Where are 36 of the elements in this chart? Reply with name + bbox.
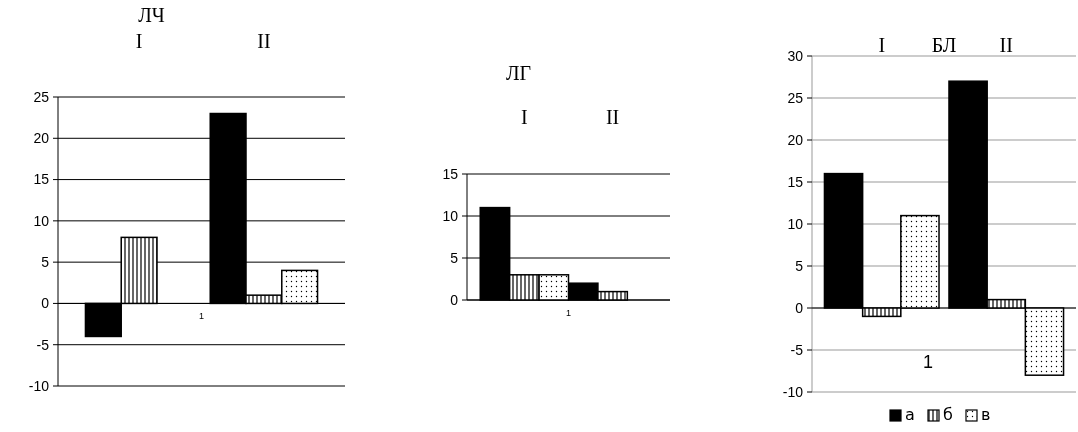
y-tick-label: -5 xyxy=(36,336,50,353)
y-tick-label: 5 xyxy=(450,249,459,266)
y-tick-label: 10 xyxy=(442,207,459,224)
y-tick-label: 25 xyxy=(33,88,50,105)
x-tick-label: I xyxy=(521,106,528,128)
y-tick-label: 15 xyxy=(787,173,804,190)
y-tick-label: -10 xyxy=(782,383,804,400)
x-tick-label: II xyxy=(605,106,620,128)
annotation: 1 xyxy=(198,311,205,322)
y-tick-label: 10 xyxy=(787,215,804,232)
x-tick-label: I xyxy=(135,30,143,52)
y-tick-label: -5 xyxy=(790,341,804,358)
y-tick-label: 0 xyxy=(795,299,804,316)
y-tick-label: 5 xyxy=(795,257,804,274)
y-tick-label: 20 xyxy=(787,131,804,148)
x-tick-label: II xyxy=(257,30,271,52)
text: 1 xyxy=(565,308,572,318)
y-tick-label: 30 xyxy=(787,47,804,64)
x-tick-label: II xyxy=(999,34,1013,56)
y-tick-label: -10 xyxy=(28,377,50,394)
y-tick-label: 25 xyxy=(787,89,804,106)
chart-title: ЛГ xyxy=(505,62,532,84)
legend-label: б xyxy=(943,405,953,424)
y-tick-label: 15 xyxy=(442,165,459,182)
legend-label: в xyxy=(981,405,991,424)
chart-title: БЛ xyxy=(931,34,957,56)
legend-label: а xyxy=(905,405,915,424)
annotation: 1 xyxy=(922,352,934,372)
y-tick-label: 5 xyxy=(41,254,50,271)
chart-title: ЛЧ xyxy=(138,4,165,26)
y-tick-label: 15 xyxy=(33,171,50,188)
y-tick-label: 0 xyxy=(41,295,50,312)
y-tick-label: 10 xyxy=(33,212,50,229)
x-tick-label: I xyxy=(878,34,886,56)
y-tick-label: 0 xyxy=(450,291,459,308)
y-tick-label: 20 xyxy=(33,130,50,147)
